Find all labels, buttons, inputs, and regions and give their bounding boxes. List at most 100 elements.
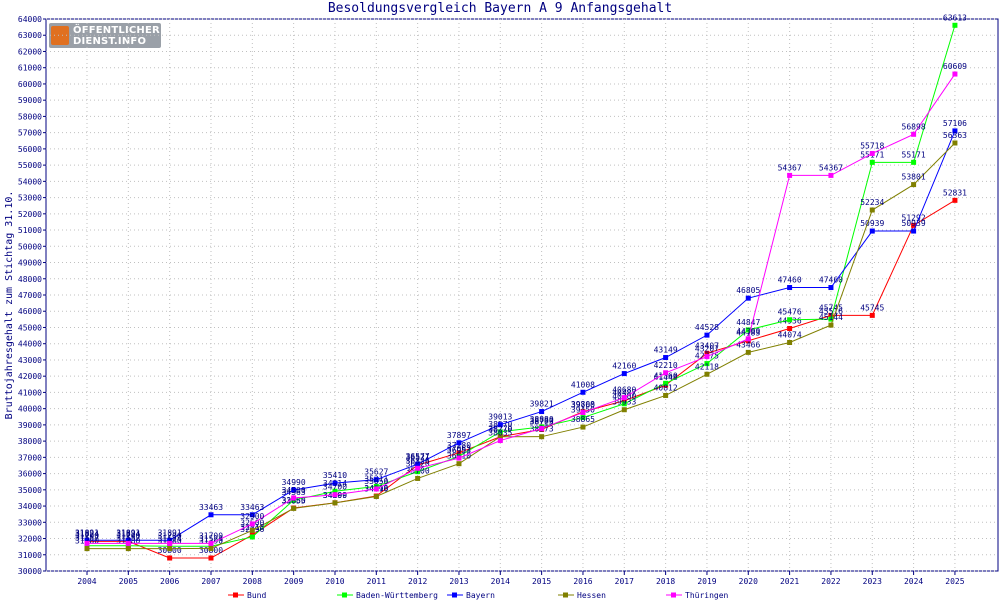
- y-tick-label: 38000: [18, 437, 42, 446]
- data-point: [745, 336, 751, 342]
- data-point: [84, 540, 90, 546]
- data-point: [167, 537, 173, 543]
- data-point: [125, 540, 131, 546]
- data-label: 38035: [488, 429, 512, 438]
- y-tick-label: 61000: [18, 64, 42, 73]
- data-point: [332, 480, 338, 486]
- y-tick-label: 46000: [18, 307, 42, 316]
- data-point: [332, 492, 338, 498]
- y-tick-label: 41000: [18, 388, 42, 397]
- data-point: [745, 295, 751, 301]
- data-label: 37897: [447, 431, 471, 440]
- data-label: 34990: [282, 478, 306, 487]
- data-point: [621, 407, 627, 413]
- y-tick-label: 63000: [18, 31, 42, 40]
- data-label: 36521: [406, 453, 430, 462]
- data-point: [497, 438, 503, 444]
- x-tick-label: 2004: [77, 577, 96, 586]
- data-point: [828, 285, 834, 291]
- data-point: [704, 332, 710, 338]
- data-label: 44183: [736, 329, 760, 338]
- data-label: 38270: [488, 425, 512, 434]
- data-label: 38880: [530, 415, 554, 424]
- data-point: [828, 316, 834, 322]
- data-point: [745, 327, 751, 333]
- x-tick-label: 2024: [904, 577, 923, 586]
- data-point: [787, 285, 793, 291]
- data-label: 44847: [736, 318, 760, 327]
- legend-label: Baden-Württemberg: [356, 591, 438, 600]
- data-point: [332, 500, 338, 506]
- data-point: [208, 545, 214, 551]
- data-label: 41008: [571, 380, 595, 389]
- data-label: 35627: [364, 468, 388, 477]
- x-tick-label: 2009: [284, 577, 303, 586]
- data-label: 32218: [240, 523, 264, 532]
- y-tick-label: 36000: [18, 470, 42, 479]
- data-point: [497, 434, 503, 440]
- series-line: [87, 130, 956, 541]
- legend-label: Bayern: [466, 591, 495, 600]
- data-label: 33855: [282, 496, 306, 505]
- data-point: [787, 317, 793, 323]
- data-point: [291, 505, 297, 511]
- y-tick-label: 39000: [18, 421, 42, 430]
- data-label: 53801: [902, 173, 926, 182]
- data-point: [208, 555, 214, 561]
- data-point: [869, 150, 875, 156]
- legend-marker: [452, 592, 457, 598]
- y-tick-label: 56000: [18, 145, 42, 154]
- data-label: 31891: [158, 528, 182, 537]
- data-point: [911, 222, 917, 228]
- data-label: 38723: [530, 417, 554, 426]
- series-line: [87, 73, 956, 544]
- x-tick-label: 2011: [367, 577, 386, 586]
- data-point: [704, 354, 710, 360]
- data-point: [539, 434, 545, 440]
- legend-marker: [671, 592, 676, 598]
- legend-label: Hessen: [577, 591, 606, 600]
- data-point: [415, 475, 421, 481]
- data-label: 41448: [654, 373, 678, 382]
- data-label: 45745: [860, 303, 884, 312]
- data-label: 55171: [902, 150, 926, 159]
- data-label: 36953: [447, 446, 471, 455]
- data-point: [580, 389, 586, 395]
- data-point: [663, 370, 669, 376]
- x-tick-label: 2021: [780, 577, 799, 586]
- data-point: [704, 361, 710, 367]
- data-label: 34700: [323, 483, 347, 492]
- data-point: [249, 521, 255, 527]
- data-label: 44074: [778, 331, 802, 340]
- y-tick-label: 55000: [18, 161, 42, 170]
- data-label: 45476: [778, 308, 802, 317]
- data-label: 34363: [282, 488, 306, 497]
- legend-marker: [233, 592, 238, 598]
- data-label: 54367: [778, 163, 802, 172]
- y-tick-label: 47000: [18, 291, 42, 300]
- data-point: [621, 395, 627, 401]
- data-label: 56898: [902, 122, 926, 131]
- data-label: 41560: [654, 371, 678, 380]
- y-tick-label: 45000: [18, 323, 42, 332]
- data-label: 33463: [199, 503, 223, 512]
- data-point: [952, 197, 958, 203]
- x-tick-label: 2025: [945, 577, 964, 586]
- data-label: 39808: [571, 400, 595, 409]
- series-line: [87, 199, 956, 559]
- data-point: [373, 477, 379, 483]
- x-tick-label: 2012: [408, 577, 427, 586]
- y-axis-label: Bruttojahresgehalt zum Stichtag 31.10.: [4, 191, 15, 420]
- data-point: [415, 469, 421, 475]
- y-tick-label: 58000: [18, 112, 42, 121]
- data-label: 34500: [282, 486, 306, 495]
- x-tick-label: 2005: [119, 577, 138, 586]
- data-point: [869, 228, 875, 234]
- data-point: [828, 312, 834, 318]
- data-label: 31700: [75, 531, 99, 540]
- data-point: [580, 424, 586, 430]
- x-tick-label: 2015: [532, 577, 551, 586]
- data-point: [952, 22, 958, 28]
- data-label: 31824: [116, 529, 140, 538]
